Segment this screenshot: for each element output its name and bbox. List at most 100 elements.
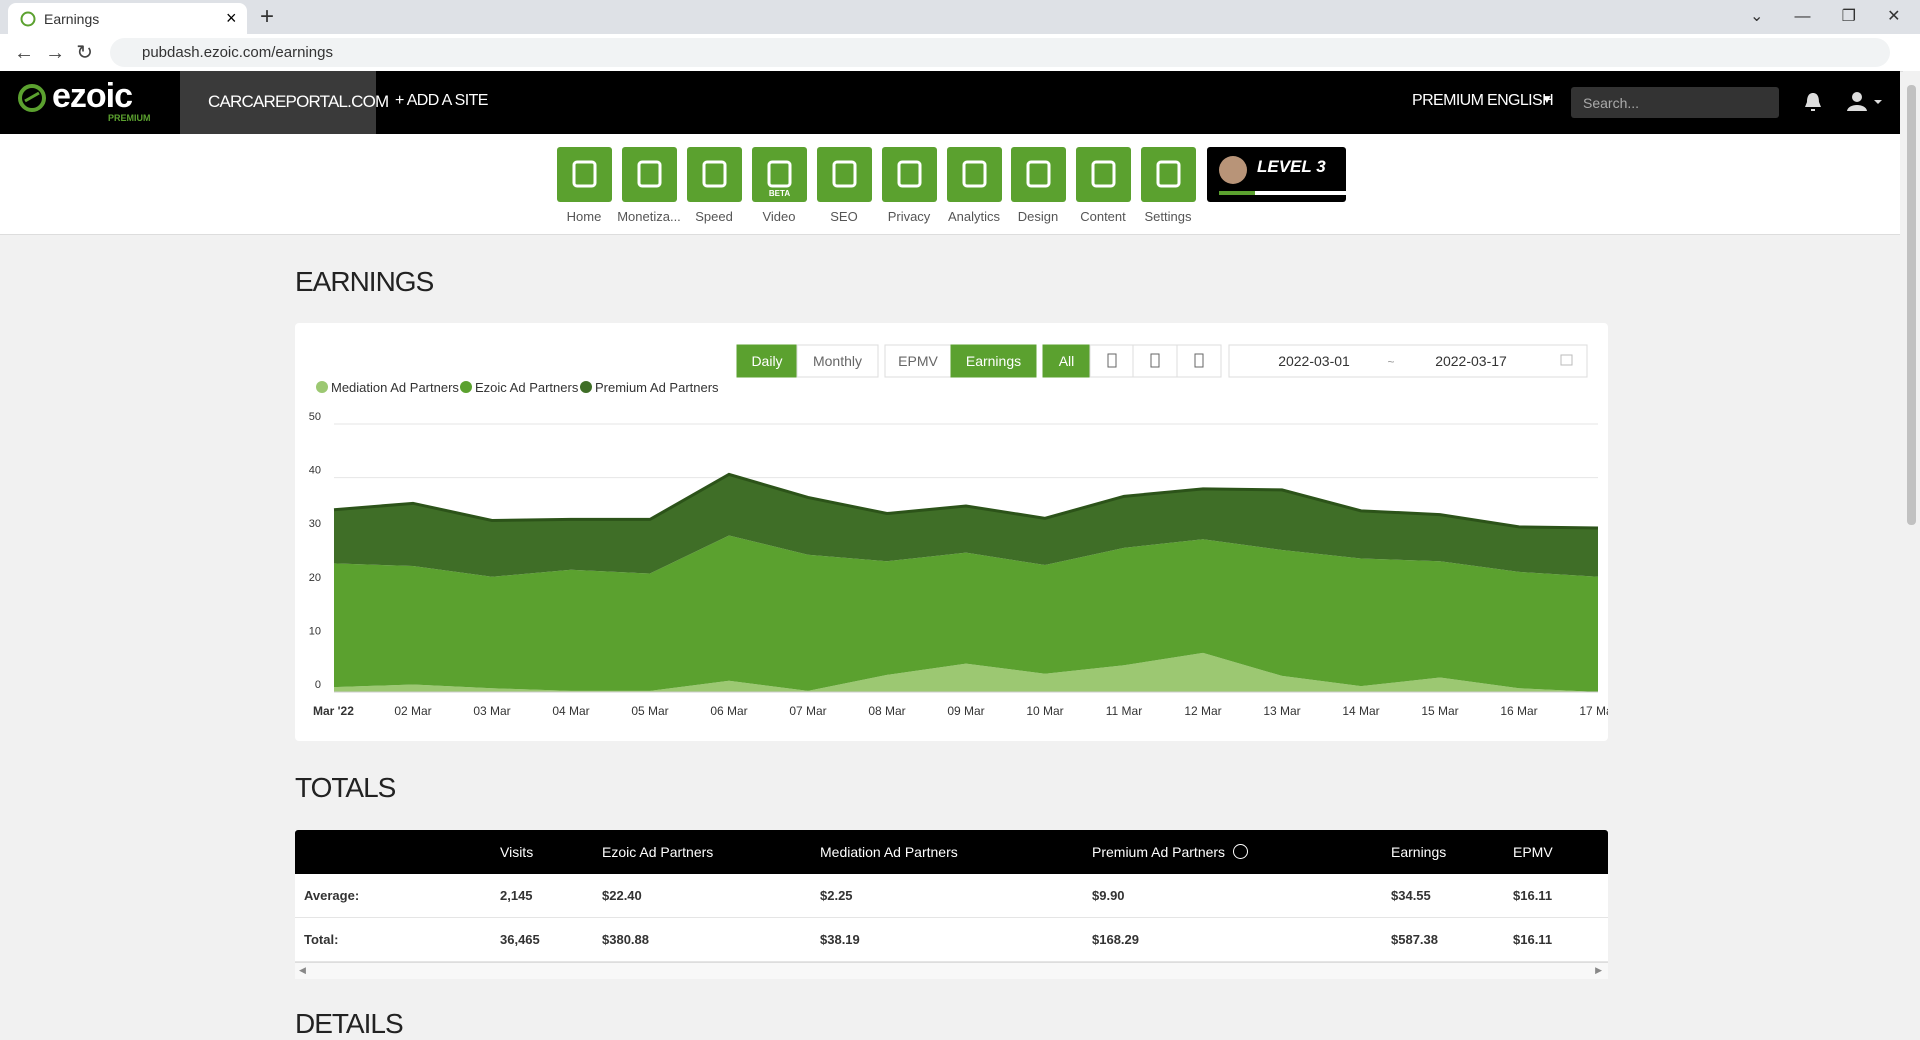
toolbar-icon bbox=[897, 160, 922, 188]
window-controls[interactable]: ⌄ — ❐ ✕ bbox=[1750, 8, 1901, 25]
table-cell: $587.38 bbox=[1391, 932, 1438, 947]
legend-marker bbox=[316, 381, 328, 393]
device-icon bbox=[1107, 353, 1117, 368]
language-caret: ▼ bbox=[1541, 92, 1553, 106]
toolbar-button[interactable] bbox=[947, 147, 1002, 202]
device-button[interactable] bbox=[1089, 344, 1135, 378]
period-button-label: Daily bbox=[751, 353, 782, 369]
legend-marker bbox=[580, 381, 592, 393]
row-label: Total: bbox=[304, 932, 339, 947]
y-tick-label: 0 bbox=[315, 679, 321, 691]
period-button-label: Monthly bbox=[813, 353, 862, 369]
language[interactable]: ENGLISH bbox=[1487, 92, 1554, 109]
toolbar-icon bbox=[572, 160, 597, 188]
table-cell: 36,465 bbox=[500, 932, 540, 947]
end-date: 2022-03-17 bbox=[1435, 353, 1507, 369]
scroll-thumb[interactable] bbox=[1907, 85, 1916, 525]
icon-shape bbox=[1026, 160, 1051, 188]
x-tick-label: 08 Mar bbox=[868, 704, 905, 718]
add-site[interactable]: + ADD A SITE bbox=[395, 92, 488, 109]
table-scrollbar[interactable]: ◀ ▶ bbox=[295, 962, 1608, 979]
x-tick-label: 04 Mar bbox=[552, 704, 589, 718]
toolbar-label: Content bbox=[1080, 209, 1126, 224]
user-icon[interactable] bbox=[1846, 91, 1886, 113]
search-placeholder: Search... bbox=[1583, 95, 1640, 111]
device-button[interactable] bbox=[1132, 344, 1178, 378]
totals-heading: TOTALS bbox=[295, 772, 396, 803]
search[interactable]: Search... bbox=[1571, 87, 1779, 118]
nav-buttons[interactable]: ← → ↻ bbox=[14, 42, 93, 64]
tab-close[interactable]: × bbox=[226, 8, 237, 28]
table-cell: $16.11 bbox=[1513, 932, 1553, 947]
legend-label: Ezoic Ad Partners bbox=[475, 380, 579, 395]
date-separator: ~ bbox=[1387, 355, 1394, 369]
toolbar-icon: BETA bbox=[767, 160, 792, 198]
bell-icon[interactable] bbox=[1803, 91, 1823, 113]
level-badge[interactable]: LEVEL 3 bbox=[1207, 147, 1367, 202]
x-tick-label: 07 Mar bbox=[789, 704, 826, 718]
legend-label: Mediation Ad Partners bbox=[331, 380, 459, 395]
toolbar-button[interactable] bbox=[557, 147, 612, 202]
x-tick-label: 15 Mar bbox=[1421, 704, 1458, 718]
site-name: CARCAREPORTAL.COM bbox=[208, 92, 389, 111]
icon-shape bbox=[832, 160, 857, 188]
x-tick-label: 12 Mar bbox=[1184, 704, 1221, 718]
premium-link[interactable]: PREMIUM bbox=[1412, 92, 1484, 109]
device-button[interactable] bbox=[1176, 344, 1222, 378]
column-header: Earnings bbox=[1391, 844, 1447, 860]
toolbar-button[interactable] bbox=[1076, 147, 1131, 202]
toolbar-button[interactable]: BETA bbox=[752, 147, 807, 202]
table-cell: $2.25 bbox=[820, 888, 853, 903]
toolbar-icon bbox=[702, 160, 727, 188]
totals-table: Visits Ezoic Ad Partners Mediation Ad Part… bbox=[295, 830, 1608, 979]
help-icon bbox=[1233, 844, 1248, 859]
x-tick-label: 13 Mar bbox=[1263, 704, 1300, 718]
chart-card: Daily Monthly EPMV Earnings All 2022-03-01 ~20… bbox=[295, 323, 1617, 741]
row-label: Average: bbox=[304, 888, 360, 903]
page-scrollbar[interactable] bbox=[1903, 71, 1920, 1040]
url-field[interactable]: pubdash.ezoic.com/earnings bbox=[110, 38, 1890, 67]
table-cell: $34.55 bbox=[1391, 888, 1431, 903]
toolbar-icon bbox=[962, 160, 987, 188]
area-top-line bbox=[333, 472, 1599, 530]
toolbar-button[interactable] bbox=[1011, 147, 1066, 202]
start-date: 2022-03-01 bbox=[1278, 353, 1350, 369]
metric-button[interactable] bbox=[950, 344, 1037, 378]
toolbar-label: Video bbox=[762, 209, 796, 224]
device-icon bbox=[1150, 353, 1160, 368]
metric-button-label: Earnings bbox=[966, 353, 1021, 369]
toolbar-button[interactable] bbox=[687, 147, 742, 202]
earnings-heading: EARNINGS bbox=[295, 266, 434, 297]
logo[interactable]: ezoic bbox=[52, 77, 133, 115]
toolbar-button[interactable] bbox=[882, 147, 937, 202]
table-cell: $22.40 bbox=[602, 888, 642, 903]
y-tick-label: 50 bbox=[309, 411, 321, 423]
browser-tab[interactable]: Earnings × bbox=[8, 3, 247, 34]
toolbar-button[interactable] bbox=[622, 147, 677, 202]
column-header: Visits bbox=[500, 844, 534, 860]
icon-shape bbox=[767, 160, 792, 188]
row-divider bbox=[295, 961, 1608, 962]
toolbar-button[interactable] bbox=[817, 147, 872, 202]
toolbar-button[interactable] bbox=[1141, 147, 1196, 202]
new-tab[interactable]: + bbox=[260, 3, 275, 30]
toolbar-label: Analytics bbox=[947, 209, 1001, 224]
toolbar-icon bbox=[1091, 160, 1116, 188]
y-tick-label: 20 bbox=[309, 572, 321, 584]
video-badge: BETA bbox=[769, 189, 790, 198]
table-cell: $38.19 bbox=[820, 932, 860, 947]
icon-shape bbox=[637, 160, 662, 188]
period-button[interactable] bbox=[796, 344, 879, 378]
date-picker[interactable] bbox=[1228, 344, 1588, 378]
x-tick-label: 05 Mar bbox=[631, 704, 668, 718]
icon-shape bbox=[897, 160, 922, 188]
column-header: EPMV bbox=[1513, 844, 1553, 860]
toolbar-label: Home bbox=[566, 209, 602, 224]
tab-title: Earnings bbox=[44, 11, 100, 27]
metric-button-label: EPMV bbox=[898, 353, 938, 369]
tab-bar: Earnings × + ⌄ — ❐ ✕ bbox=[0, 0, 1920, 34]
table-cell: $380.88 bbox=[602, 932, 649, 947]
site-panel[interactable]: CARCAREPORTAL.COM bbox=[180, 71, 389, 134]
x-tick-label: 16 Mar bbox=[1500, 704, 1537, 718]
y-tick-label: 40 bbox=[309, 465, 321, 477]
